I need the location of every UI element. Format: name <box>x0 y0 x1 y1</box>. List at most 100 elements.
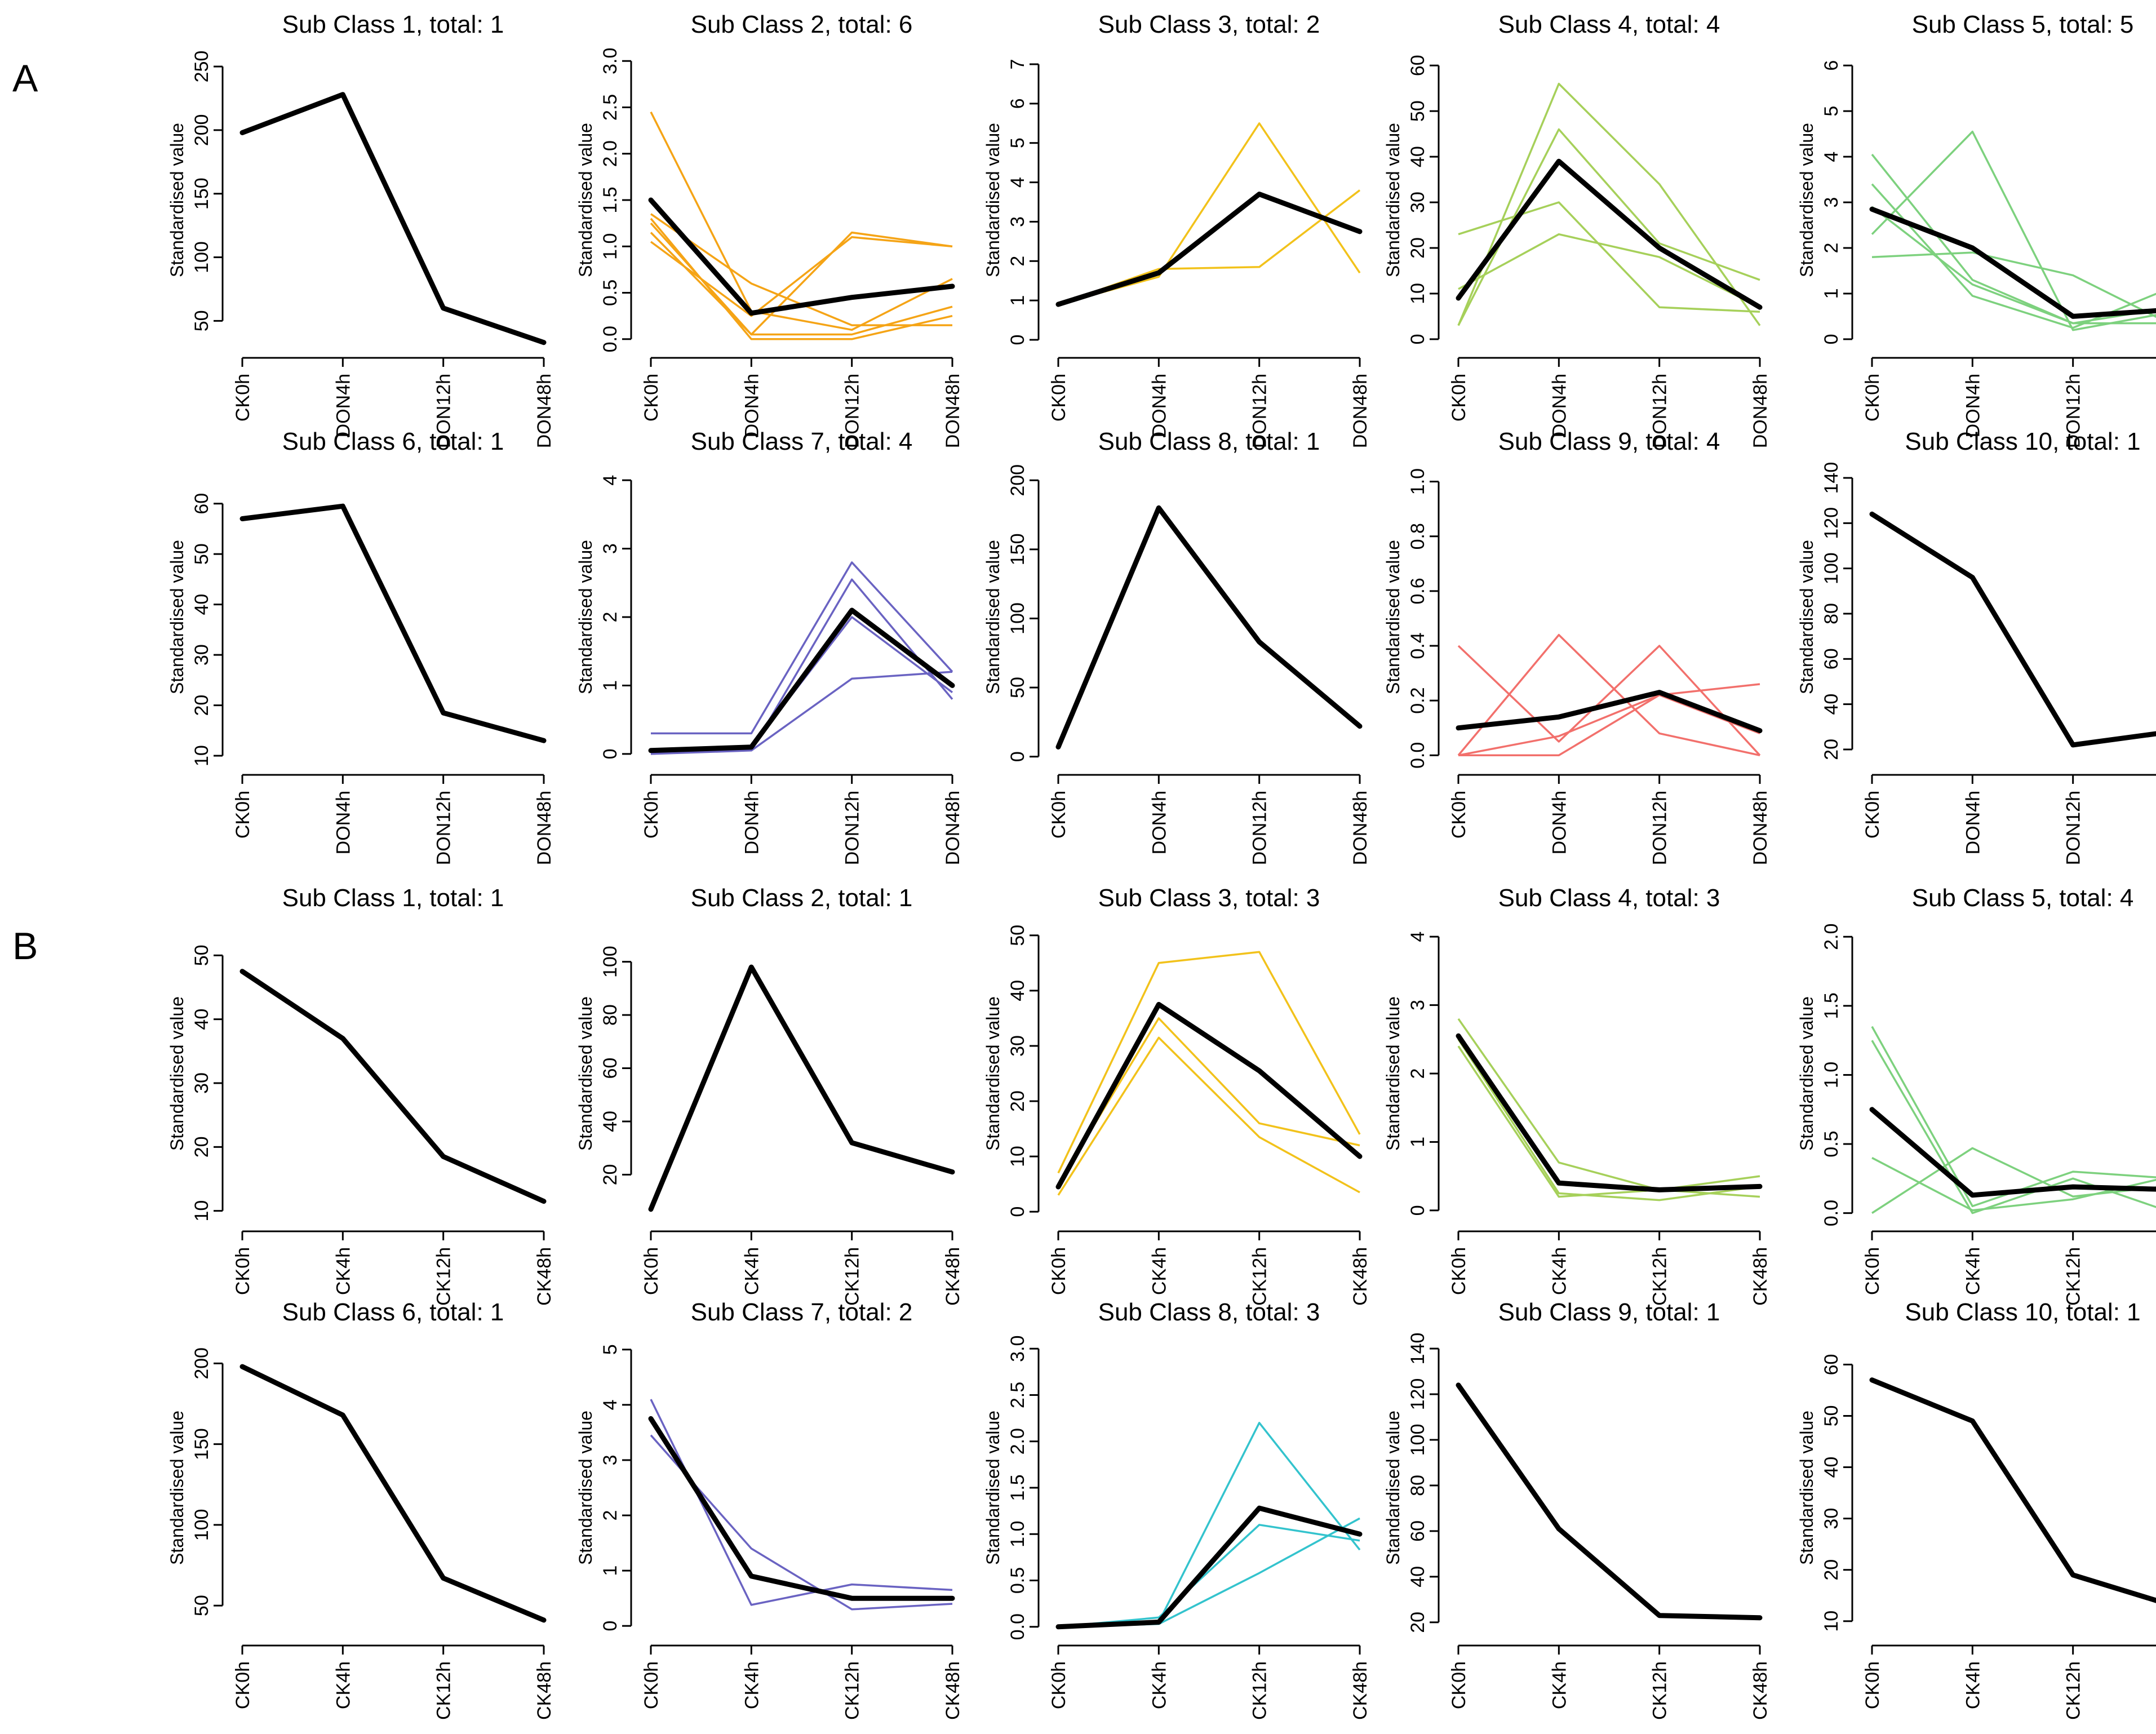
series-line <box>650 1399 953 1606</box>
x-tick-label: CK0h <box>641 374 662 422</box>
series-line <box>1057 1036 1360 1196</box>
y-tick-label: 40 <box>191 594 212 615</box>
y-tick-label: 20 <box>1407 1612 1429 1633</box>
chart-title: Sub Class 8, total: 3 <box>1098 1298 1320 1326</box>
y-tick-label: 0 <box>1821 334 1842 344</box>
y-tick-label: 10 <box>1007 1146 1028 1167</box>
y-tick-label: 0 <box>1407 1205 1429 1216</box>
mean-line <box>239 503 547 743</box>
series-line <box>1871 1040 2156 1214</box>
y-tick-label: 40 <box>1407 1566 1429 1587</box>
mean-line <box>239 1364 547 1623</box>
x-tick-label: CK0h <box>1048 1247 1070 1295</box>
x-tick-label: DON4h <box>741 374 762 437</box>
series-line <box>1457 128 1760 326</box>
y-tick-label: 10 <box>191 1200 212 1222</box>
series-line <box>1871 251 2156 318</box>
chart-title: Sub Class 5, total: 5 <box>1912 11 2134 38</box>
chart-title: Sub Class 10, total: 1 <box>1905 1298 2140 1326</box>
y-tick-label: 20 <box>1821 1559 1842 1581</box>
x-tick-label: DON4h <box>1148 374 1170 437</box>
y-tick-label: 1.5 <box>1821 992 1842 1019</box>
y-tick-label: 4 <box>600 475 621 486</box>
x-tick-label: CK0h <box>1048 791 1070 839</box>
y-axis-label: Standardised value <box>167 540 187 694</box>
x-tick-label: CK12h <box>1649 1247 1671 1306</box>
x-tick-label: CK0h <box>1862 1247 1883 1295</box>
y-axis-label: Standardised value <box>167 1411 187 1565</box>
chart-title: Sub Class 7, total: 2 <box>691 1298 913 1326</box>
mean-line <box>1869 206 2156 319</box>
x-tick-label: DON4h <box>1549 791 1570 854</box>
x-tick-label: CK0h <box>1448 791 1470 839</box>
series-line <box>650 578 953 755</box>
y-tick-label: 0.5 <box>600 280 621 306</box>
y-tick-label: 2.0 <box>1821 924 1842 950</box>
chart-title: Sub Class 10, total: 1 <box>1905 428 2140 455</box>
y-tick-label: 0.0 <box>1821 1200 1842 1226</box>
x-tick-label: DON4h <box>1148 791 1170 854</box>
y-tick-label: 50 <box>1821 1405 1842 1427</box>
series-line <box>1058 1517 1360 1628</box>
x-tick-label: CK0h <box>1448 374 1470 422</box>
chart-title: Sub Class 3, total: 3 <box>1098 884 1320 912</box>
x-tick-label: DON48h <box>534 374 555 448</box>
y-tick-label: 10 <box>1407 283 1429 304</box>
x-tick-label: CK4h <box>332 1247 354 1295</box>
y-tick-label: 20 <box>1821 739 1842 760</box>
y-tick-label: 60 <box>1821 648 1842 669</box>
y-tick-label: 4 <box>1407 932 1429 942</box>
x-tick-label: DON48h <box>1750 791 1771 865</box>
y-tick-label: 7 <box>1007 59 1028 70</box>
x-tick-label: CK48h <box>942 1661 964 1720</box>
mean-line <box>648 1416 955 1601</box>
y-tick-label: 30 <box>1407 192 1429 213</box>
y-axis-label: Standardised value <box>1796 123 1817 277</box>
x-tick-label: CK4h <box>1148 1661 1170 1709</box>
y-tick-label: 100 <box>191 1509 212 1541</box>
y-tick-label: 0.6 <box>1407 578 1429 604</box>
panel-b-chart-4: Sub Class 4, total: 3 0 1 2 3 4 Standardised v… <box>1383 884 1771 1306</box>
series-line <box>1871 183 2156 329</box>
y-tick-label: 50 <box>191 944 212 966</box>
x-tick-label: CK48h <box>1350 1661 1371 1720</box>
y-tick-label: 200 <box>191 114 212 147</box>
y-tick-label: 80 <box>1407 1475 1429 1496</box>
panel-a-chart-10: Sub Class 10, total: 1 20 40 60 80 100 120 140 S… <box>1796 428 2156 865</box>
y-axis-label: Standardised value <box>983 1411 1003 1565</box>
y-axis-label: Standardised value <box>1383 1411 1403 1565</box>
y-tick-label: 150 <box>191 178 212 210</box>
chart-title: Sub Class 4, total: 3 <box>1498 884 1720 912</box>
x-tick-label: CK48h <box>534 1661 555 1720</box>
y-tick-label: 0.8 <box>1407 523 1429 549</box>
x-tick-label: DON4h <box>1962 791 1984 854</box>
y-tick-label: 1.0 <box>1407 468 1429 495</box>
panel-a-chart-1: Sub Class 1, total: 1 50 100 150 200 250 Stand… <box>167 11 555 448</box>
y-tick-label: 40 <box>600 1111 621 1132</box>
x-tick-label: CK0h <box>232 791 254 839</box>
series-line <box>1457 1045 1760 1198</box>
x-tick-label: CK48h <box>1750 1247 1771 1306</box>
series-line <box>1871 130 2156 331</box>
series-line <box>1058 189 1361 305</box>
x-tick-label: CK48h <box>1750 1661 1771 1720</box>
x-tick-label: DON12h <box>433 791 455 865</box>
series-line <box>1871 153 2156 325</box>
mean-line <box>1869 511 2156 748</box>
panel-b-chart-2: Sub Class 2, total: 1 20 40 60 80 100Standard… <box>575 884 964 1306</box>
x-tick-label: CK4h <box>1148 1247 1170 1295</box>
series-line <box>1058 1524 1360 1628</box>
series-line <box>1057 1017 1360 1185</box>
y-tick-label: 50 <box>1407 100 1429 122</box>
y-tick-label: 0.5 <box>1007 1567 1028 1594</box>
panel-a-chart-7: Sub Class 7, total: 4 0 1 2 3 4 Standardised v… <box>575 428 964 865</box>
series-line <box>650 218 953 340</box>
y-tick-label: 2.5 <box>600 94 621 121</box>
y-tick-label: 50 <box>1007 925 1028 946</box>
x-tick-label: CK0h <box>232 1661 254 1709</box>
y-tick-label: 20 <box>1407 237 1429 259</box>
y-tick-label: 50 <box>191 1595 212 1616</box>
mean-line <box>648 607 955 753</box>
series-line <box>650 213 952 326</box>
x-tick-label: CK0h <box>1862 1661 1883 1709</box>
